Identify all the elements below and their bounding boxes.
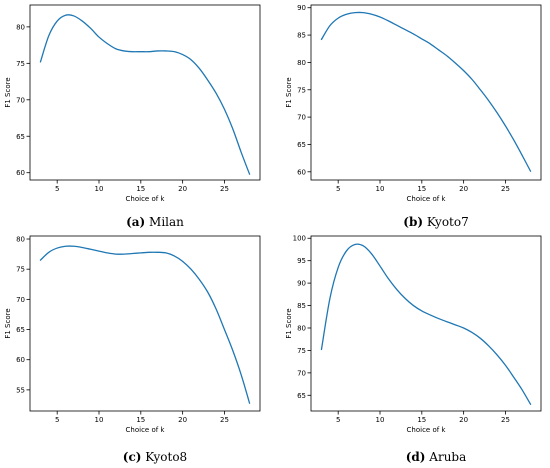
series-line (320, 243, 532, 405)
caption-name: Kyoto7 (427, 215, 469, 229)
x-tick-label: 10 (376, 185, 385, 193)
y-tick-label: 65 (16, 326, 25, 334)
x-tick-label: 10 (95, 185, 104, 193)
x-axis-label: Choice of k (407, 195, 447, 203)
y-tick-label: 75 (297, 86, 306, 94)
y-tick-label: 100 (293, 235, 306, 243)
x-tick-label: 25 (220, 416, 229, 424)
y-axis-label: F1 Score (285, 77, 293, 107)
y-tick-label: 80 (16, 236, 25, 244)
series-line (39, 14, 251, 175)
caption-letter: (d) (406, 450, 426, 464)
y-tick-label: 55 (16, 386, 25, 394)
y-tick-label: 65 (297, 141, 306, 149)
y-tick-label: 80 (16, 23, 25, 31)
subplot-caption: (b) Kyoto7 (403, 215, 468, 229)
plot-frame (310, 4, 542, 181)
y-tick-label: 75 (16, 266, 25, 274)
plot-frame (29, 235, 261, 412)
x-axis-label: Choice of k (407, 426, 447, 434)
x-axis-label: Choice of k (126, 195, 166, 203)
y-tick-label: 60 (16, 169, 25, 177)
x-tick-label: 15 (417, 185, 426, 193)
y-tick-label: 60 (297, 168, 306, 176)
x-tick-label: 15 (136, 416, 145, 424)
x-tick-label: 5 (55, 185, 59, 193)
y-tick-label: 70 (16, 296, 25, 304)
y-tick-label: 75 (16, 60, 25, 68)
subplot-caption: (d) Aruba (406, 450, 467, 464)
y-tick-label: 80 (297, 324, 306, 332)
x-axis-label: Choice of k (126, 426, 166, 434)
series-line (39, 245, 251, 404)
x-tick-label: 20 (459, 416, 468, 424)
x-tick-label: 5 (55, 416, 59, 424)
plot-frame (29, 4, 261, 181)
caption-letter: (c) (123, 450, 142, 464)
x-tick-label: 25 (501, 185, 510, 193)
y-tick-label: 85 (297, 302, 306, 310)
subplot-caption: (c) Kyoto8 (123, 450, 187, 464)
y-tick-label: 70 (297, 114, 306, 122)
y-tick-label: 65 (297, 392, 306, 400)
x-tick-label: 20 (178, 416, 187, 424)
y-tick-label: 65 (16, 133, 25, 141)
caption-name: Milan (149, 215, 184, 229)
x-tick-label: 15 (136, 185, 145, 193)
y-tick-label: 70 (16, 96, 25, 104)
y-tick-label: 95 (297, 257, 306, 265)
subplot-caption: (a) Milan (126, 215, 184, 229)
subplot-3: 5 10 15 20 25 65 70 75 80 85 90 95 100 Choice of k F1 … (285, 235, 542, 464)
y-axis-label: F1 Score (4, 77, 12, 107)
y-axis-label: F1 Score (4, 308, 12, 338)
caption-name: Kyoto8 (145, 450, 187, 464)
x-tick-label: 25 (220, 185, 229, 193)
y-tick-label: 60 (16, 356, 25, 364)
subplot-2: 5 10 15 20 25 55 60 65 70 75 80 Choice of k F1 Score… (4, 235, 261, 464)
y-tick-label: 75 (297, 347, 306, 355)
caption-name: Aruba (428, 450, 466, 464)
caption-letter: (b) (403, 215, 423, 229)
x-tick-label: 5 (336, 185, 340, 193)
series-line (320, 11, 532, 172)
y-axis-label: F1 Score (285, 308, 293, 338)
x-tick-label: 20 (178, 185, 187, 193)
x-tick-label: 25 (501, 416, 510, 424)
plot-frame (310, 235, 542, 412)
caption-letter: (a) (126, 215, 145, 229)
x-tick-label: 10 (376, 416, 385, 424)
x-tick-label: 10 (95, 416, 104, 424)
y-tick-label: 80 (297, 59, 306, 67)
x-tick-label: 15 (417, 416, 426, 424)
y-tick-label: 70 (297, 369, 306, 377)
x-tick-label: 5 (336, 416, 340, 424)
subplot-0: 5 10 15 20 25 60 65 70 75 80 Choice of k F1 Score (a… (4, 4, 261, 229)
subplot-1: 5 10 15 20 25 60 65 70 75 80 85 90 Choice of k F1 Sco… (285, 4, 542, 229)
y-tick-label: 90 (297, 4, 306, 12)
y-tick-label: 90 (297, 280, 306, 288)
y-tick-label: 85 (297, 32, 306, 40)
x-tick-label: 20 (459, 185, 468, 193)
